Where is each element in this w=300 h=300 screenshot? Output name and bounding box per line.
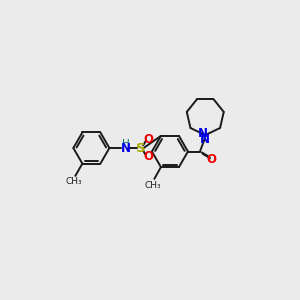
Text: O: O: [143, 133, 153, 146]
Text: H: H: [122, 139, 129, 149]
Text: N: N: [197, 128, 208, 140]
Text: S: S: [136, 142, 145, 154]
Text: CH₃: CH₃: [65, 178, 82, 187]
Text: O: O: [143, 150, 153, 163]
Text: O: O: [206, 153, 217, 166]
Text: N: N: [121, 142, 130, 155]
Text: N: N: [200, 133, 210, 146]
Text: CH₃: CH₃: [145, 181, 161, 190]
